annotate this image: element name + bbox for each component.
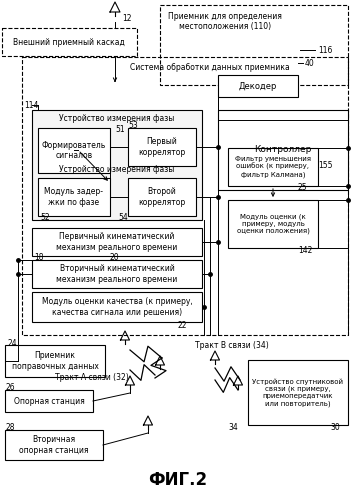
Text: Модуль задер-
жки по фазе: Модуль задер- жки по фазе xyxy=(44,187,104,207)
Text: 25: 25 xyxy=(298,184,308,193)
Bar xyxy=(38,178,110,216)
Bar xyxy=(32,110,202,220)
Text: 116: 116 xyxy=(318,45,333,54)
Text: 54: 54 xyxy=(118,214,128,223)
Bar xyxy=(248,360,348,425)
Text: Фильтр уменьшения
ошибок (к примеру,
фильтр Калмана): Фильтр уменьшения ошибок (к примеру, фил… xyxy=(235,156,311,178)
Text: 142: 142 xyxy=(298,246,312,254)
Bar xyxy=(5,390,93,412)
Bar xyxy=(5,430,103,460)
Bar xyxy=(228,148,318,186)
Text: 20: 20 xyxy=(110,253,120,262)
Text: Устройство спутниковой
связи (к примеру,
приемопередатчик
или повторитель): Устройство спутниковой связи (к примеру,… xyxy=(252,378,344,407)
Text: Устройство измерения фазы: Устройство измерения фазы xyxy=(59,165,175,174)
Text: Приемник
поправочных данных: Приемник поправочных данных xyxy=(11,351,99,371)
Text: Устройство измерения фазы: Устройство измерения фазы xyxy=(59,114,175,123)
Text: Формирователь
сигналов: Формирователь сигналов xyxy=(42,141,106,160)
Bar xyxy=(38,128,110,173)
Text: 40: 40 xyxy=(305,58,315,67)
Bar xyxy=(2,28,137,56)
Text: 28: 28 xyxy=(5,424,15,433)
Text: 52: 52 xyxy=(40,214,49,223)
Text: 53: 53 xyxy=(128,120,138,130)
Text: 22: 22 xyxy=(178,320,188,329)
Bar xyxy=(218,75,298,97)
Text: Модуль оценки качества (к примеру,
качества сигнала или решения): Модуль оценки качества (к примеру, качес… xyxy=(42,297,192,317)
Text: 18: 18 xyxy=(34,253,43,262)
Text: 26: 26 xyxy=(5,384,15,393)
Bar xyxy=(218,110,348,190)
Text: 12: 12 xyxy=(122,13,131,22)
Text: 30: 30 xyxy=(330,424,340,433)
Text: Второй
коррелятор: Второй коррелятор xyxy=(138,187,185,207)
Text: 34: 34 xyxy=(228,424,238,433)
Bar xyxy=(32,292,202,322)
Bar xyxy=(32,228,202,256)
Text: Первый
коррелятор: Первый коррелятор xyxy=(138,137,185,157)
Text: Вторичный кинематический
механизм реального времени: Вторичный кинематический механизм реальн… xyxy=(56,264,178,284)
Text: 155: 155 xyxy=(318,161,333,170)
Bar xyxy=(228,200,318,248)
Text: Модуль оценки (к
примеру, модуль
оценки положения): Модуль оценки (к примеру, модуль оценки … xyxy=(237,214,309,235)
Bar xyxy=(160,5,348,85)
Text: Первичный кинематический
механизм реального времени: Первичный кинематический механизм реальн… xyxy=(56,233,178,251)
Text: Тракт В связи (34): Тракт В связи (34) xyxy=(195,340,269,349)
Text: 114: 114 xyxy=(24,100,38,109)
Text: Декодер: Декодер xyxy=(239,81,277,90)
Text: Контроллер: Контроллер xyxy=(254,146,312,155)
Text: Опорная станция: Опорная станция xyxy=(14,397,84,406)
Text: 24: 24 xyxy=(7,338,17,347)
Bar xyxy=(128,128,196,166)
Bar xyxy=(5,345,105,377)
Text: Приемник для определения
местоположения (110): Приемник для определения местоположения … xyxy=(168,12,282,31)
Bar xyxy=(32,260,202,288)
Bar xyxy=(22,57,348,335)
Text: 51: 51 xyxy=(115,126,125,135)
Text: Вторичная
опорная станция: Вторичная опорная станция xyxy=(19,435,89,455)
Text: Тракт А связи (32): Тракт А связи (32) xyxy=(55,373,129,383)
Text: ФИГ.2: ФИГ.2 xyxy=(148,471,208,489)
Text: Внешний приемный каскад: Внешний приемный каскад xyxy=(13,37,125,46)
Bar xyxy=(128,178,196,216)
Text: Система обработки данных приемника: Система обработки данных приемника xyxy=(130,63,290,72)
